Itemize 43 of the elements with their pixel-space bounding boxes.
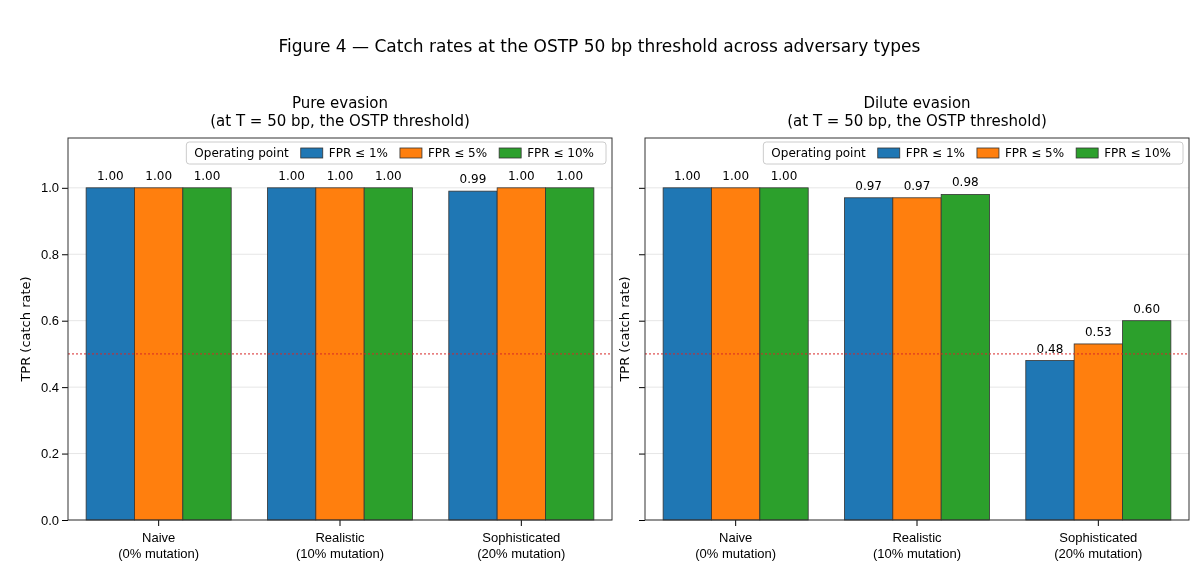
legend-label: FPR ≤ 10% xyxy=(527,146,594,160)
data-label: 1.00 xyxy=(193,168,221,183)
data-label: 1.00 xyxy=(722,168,750,183)
legend-label: FPR ≤ 10% xyxy=(1104,146,1171,160)
data-label: 1.00 xyxy=(556,168,584,183)
y-tick-label: 1.0 xyxy=(40,180,59,196)
y-tick-label: 0.0 xyxy=(40,512,59,528)
chart-title: Figure 4 — Catch rates at the OSTP 50 bp threshold across adversary types xyxy=(278,36,921,56)
legend-label: FPR ≤ 5% xyxy=(1004,146,1065,160)
legend-title: Operating point xyxy=(771,146,867,160)
x-tick-label: Realistic (10% mutation) xyxy=(295,530,385,561)
x-tick-label: Realistic (10% mutation) xyxy=(872,530,962,561)
data-label: 0.97 xyxy=(903,178,931,193)
data-label: 0.98 xyxy=(952,175,979,190)
chart-subtitle: Pure evasion (at T = 50 bp, the OSTP threshold) xyxy=(210,94,470,130)
data-label: 1.00 xyxy=(375,168,402,183)
data-label: 1.00 xyxy=(278,168,305,183)
y-tick-label: 0.2 xyxy=(40,446,59,462)
legend-title: Operating point xyxy=(194,146,290,160)
data-label: 1.00 xyxy=(507,168,535,183)
legend-label: FPR ≤ 5% xyxy=(427,146,488,160)
y-tick-label: 0.6 xyxy=(40,313,59,329)
legend-label: FPR ≤ 1% xyxy=(328,146,388,160)
data-label: 1.00 xyxy=(96,168,124,183)
data-label: 1.00 xyxy=(326,168,354,183)
data-label: 0.60 xyxy=(1133,301,1161,316)
x-tick-label: Naive (0% mutation) xyxy=(695,530,777,561)
chart-subtitle: Dilute evasion (at T = 50 bp, the OSTP threshold) xyxy=(787,94,1047,130)
data-label: 0.99 xyxy=(459,172,487,187)
x-tick-label: Naive (0% mutation) xyxy=(118,530,200,561)
x-tick-label: Sophisticated (20% mutation) xyxy=(477,530,566,561)
data-label: 0.53 xyxy=(1084,324,1112,339)
legend-label: FPR ≤ 1% xyxy=(905,146,965,160)
y-axis-title: TPR (catch rate) xyxy=(18,276,33,383)
y-axis-title: TPR (catch rate) xyxy=(617,276,632,383)
y-tick-label: 0.8 xyxy=(40,246,59,262)
data-label: 1.00 xyxy=(770,168,798,183)
y-tick-label: 0.4 xyxy=(40,379,59,395)
data-label: 1.00 xyxy=(673,168,701,183)
x-tick-label: Sophisticated (20% mutation) xyxy=(1054,530,1143,561)
data-label: 0.97 xyxy=(855,178,882,193)
data-label: 0.48 xyxy=(1036,341,1064,356)
data-label: 1.00 xyxy=(145,168,173,183)
